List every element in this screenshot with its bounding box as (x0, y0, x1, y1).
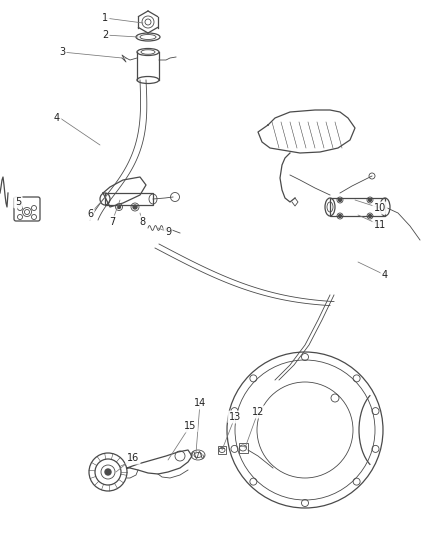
Text: 2: 2 (102, 30, 108, 40)
Text: 13: 13 (229, 412, 241, 422)
Bar (330, 198, 385, 216)
Text: 6: 6 (87, 209, 93, 219)
Circle shape (339, 198, 342, 201)
Text: 3: 3 (59, 47, 65, 57)
Text: 9: 9 (165, 227, 171, 237)
Circle shape (368, 214, 371, 217)
Bar (105, 193, 153, 205)
Text: 7: 7 (109, 217, 115, 227)
Text: 4: 4 (382, 270, 388, 280)
Text: 10: 10 (374, 203, 386, 213)
Text: 12: 12 (252, 407, 264, 417)
Text: 11: 11 (374, 220, 386, 230)
Text: 4: 4 (54, 113, 60, 123)
Bar (239, 443, 248, 453)
Bar (218, 446, 226, 454)
Text: 8: 8 (139, 217, 145, 227)
Circle shape (105, 469, 111, 475)
Circle shape (117, 206, 120, 208)
Text: 15: 15 (184, 421, 196, 431)
Circle shape (368, 198, 371, 201)
Text: 5: 5 (15, 197, 21, 207)
Text: 1: 1 (102, 13, 108, 23)
Circle shape (339, 214, 342, 217)
Text: 14: 14 (194, 398, 206, 408)
Text: 16: 16 (127, 453, 139, 463)
Circle shape (133, 205, 137, 209)
